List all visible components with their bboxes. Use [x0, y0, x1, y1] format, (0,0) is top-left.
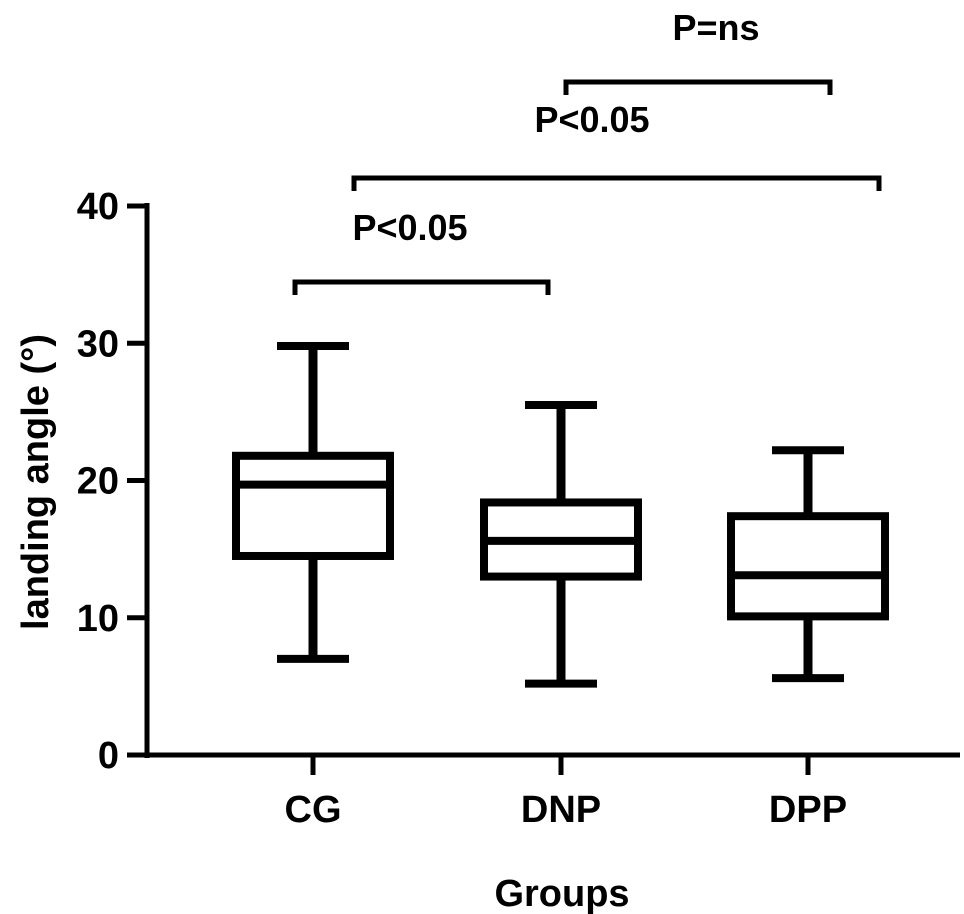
axes: 0 10 20 30 40 CG DNP DPP [77, 186, 960, 831]
bracket-line [292, 279, 551, 295]
y-axis-title: landing angle (°) [15, 334, 57, 630]
x-tick-label: DNP [521, 789, 601, 831]
bracket-line [563, 79, 833, 95]
y-tick-label: 0 [98, 735, 119, 777]
bracket-line [351, 175, 882, 191]
y-tick-label: 30 [77, 323, 119, 365]
x-axis-title: Groups [494, 873, 629, 914]
box-cg [232, 341, 394, 663]
boxes [232, 341, 889, 688]
box-dpp [727, 446, 889, 683]
bracket-dnp-dpp: P=ns [563, 7, 833, 95]
box-dnp [480, 401, 642, 688]
significance-label: P=ns [672, 7, 759, 48]
significance-label: P<0.05 [352, 207, 467, 248]
x-tick-label: DPP [769, 789, 847, 831]
significance-brackets: P<0.05 P<0.05 P=ns [292, 7, 882, 295]
significance-label: P<0.05 [534, 99, 649, 140]
y-tick-label: 10 [77, 598, 119, 640]
y-tick-label: 40 [77, 186, 119, 228]
iqr-box [727, 512, 889, 621]
y-tick-label: 20 [77, 461, 119, 503]
iqr-box [232, 451, 394, 560]
bracket-cg-dpp: P<0.05 [351, 99, 882, 191]
x-tick-label: CG [285, 789, 342, 831]
bracket-cg-dnp: P<0.05 [292, 207, 551, 295]
